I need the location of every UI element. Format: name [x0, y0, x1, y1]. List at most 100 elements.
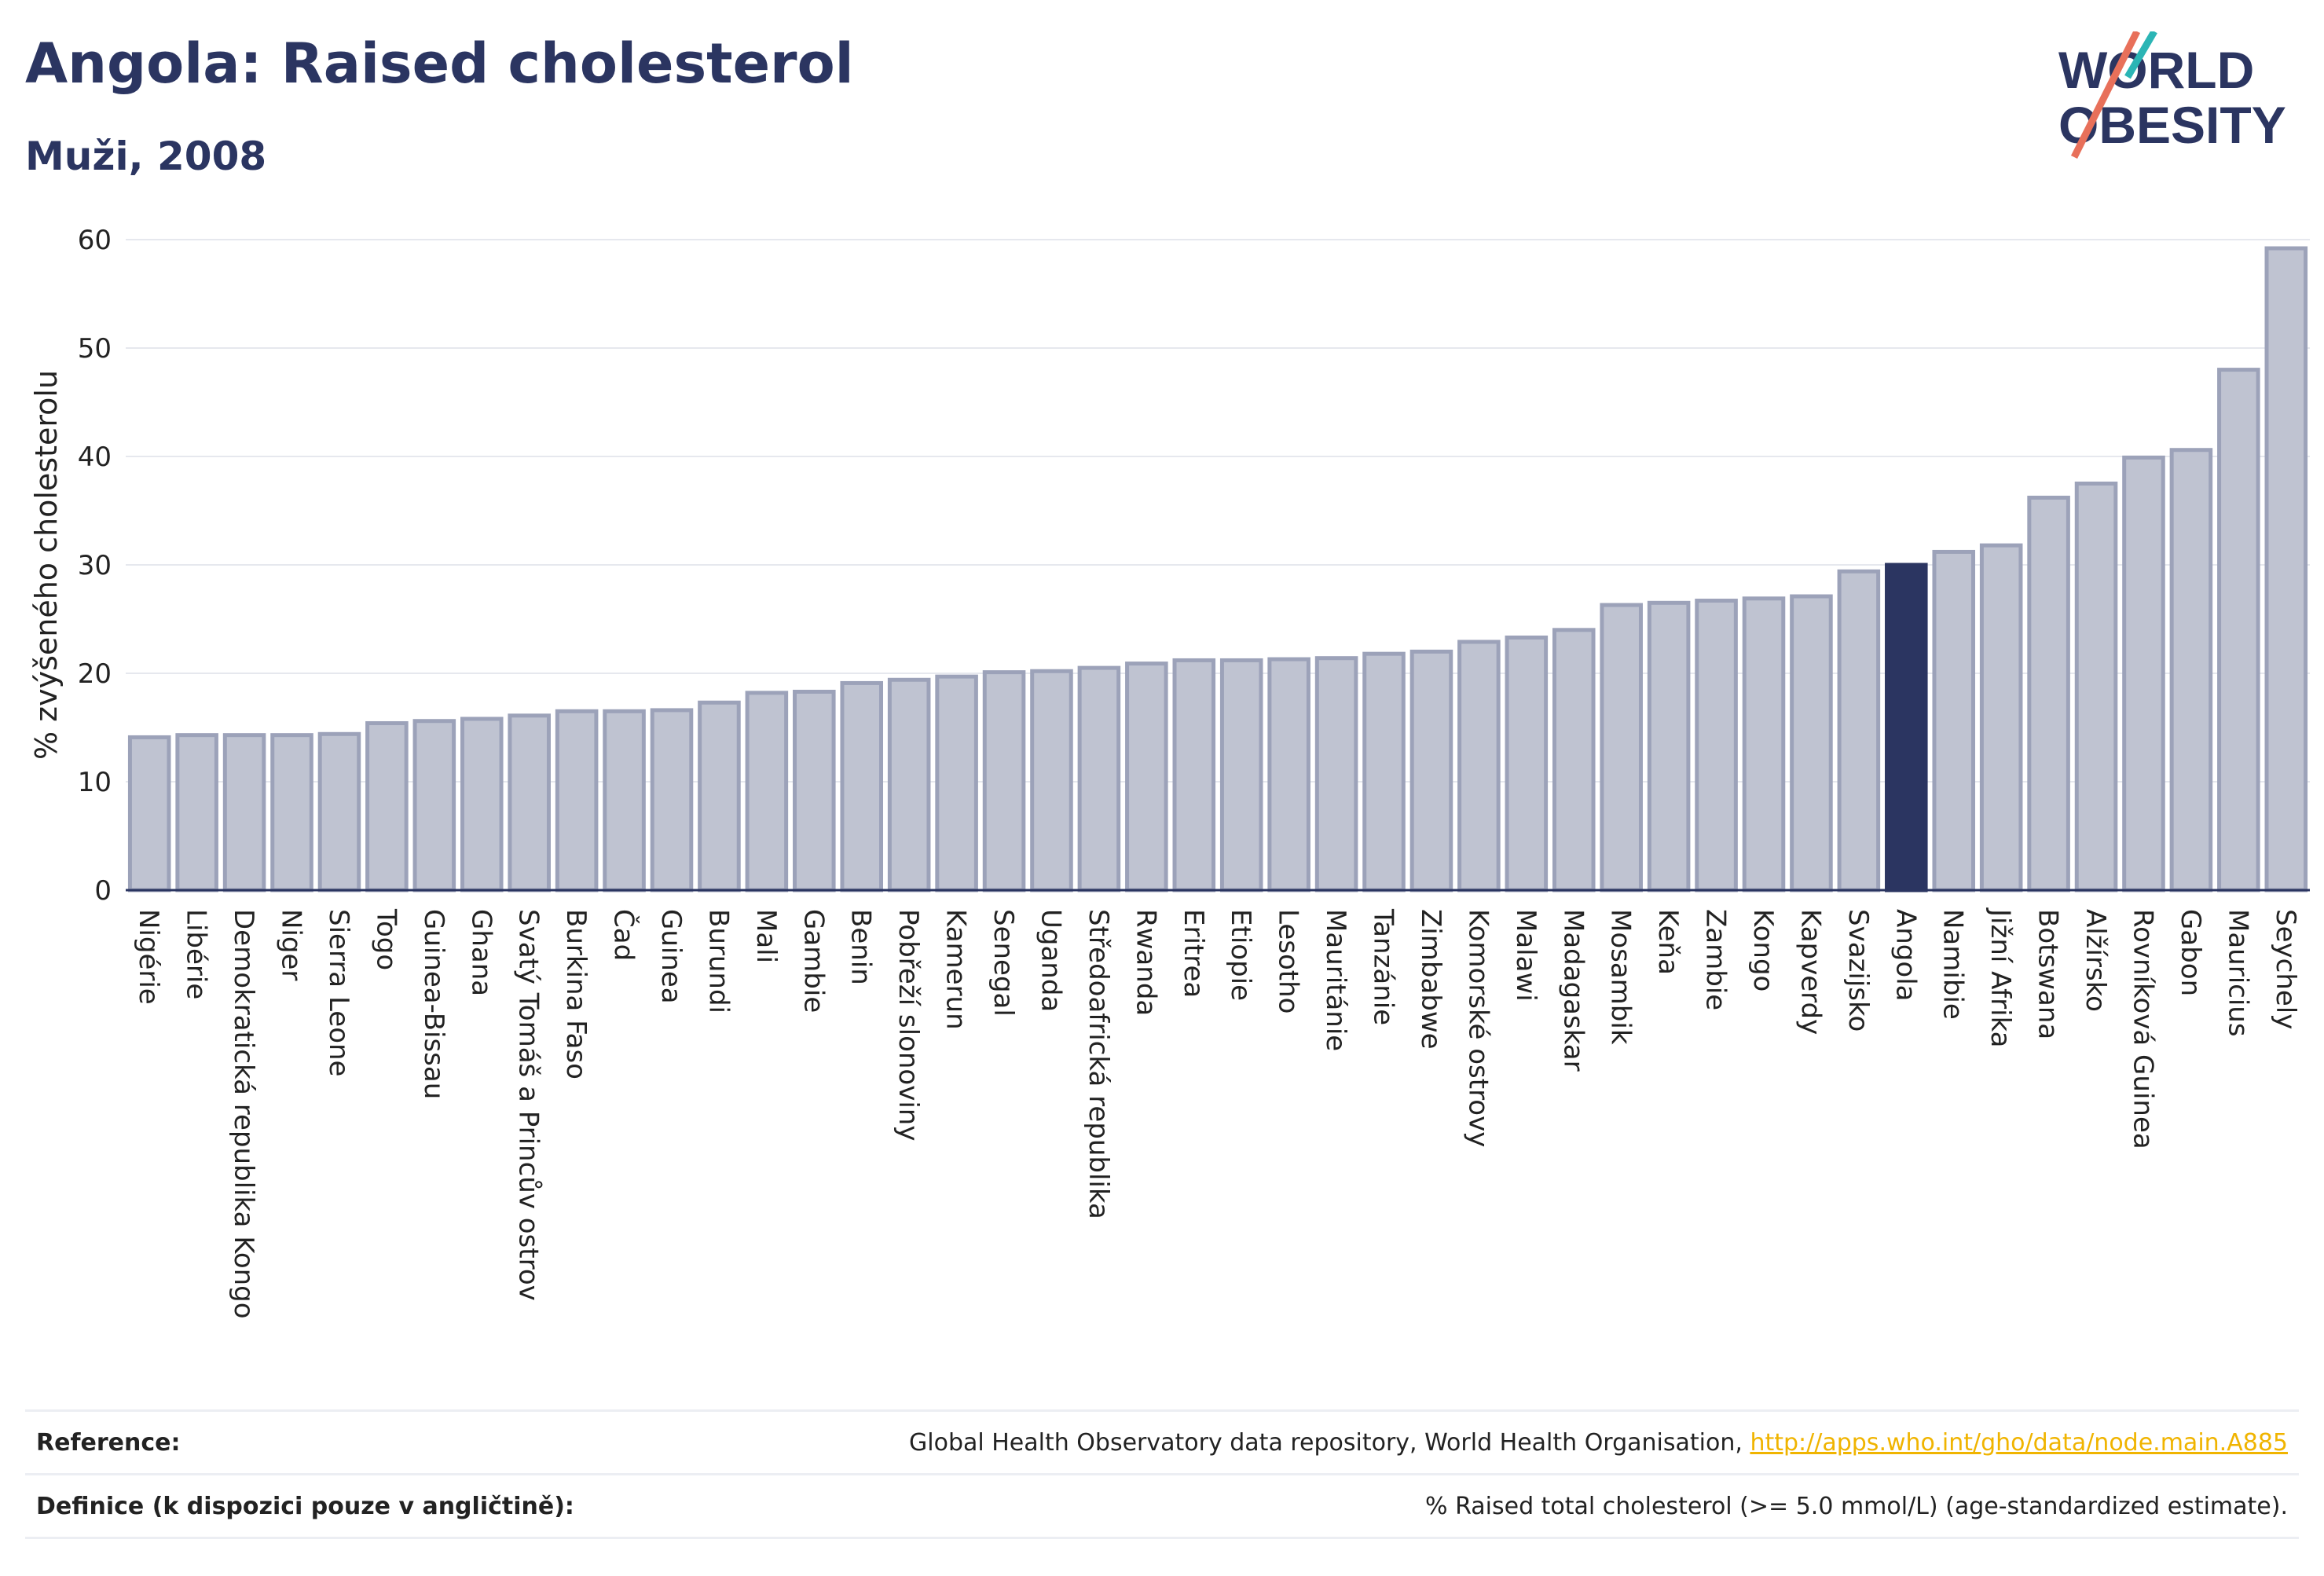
x-tick-label: Zimbabwe: [1415, 909, 1446, 1050]
x-tick-label: Botswana: [2033, 909, 2064, 1039]
bar: [1030, 669, 1073, 892]
bar: [2027, 495, 2070, 892]
x-tick-label: Burkina Faso: [560, 909, 592, 1079]
bar: [317, 731, 361, 892]
y-tick-label: 20: [78, 658, 112, 690]
bar: [745, 691, 789, 892]
x-tick-label: Mauritánie: [1320, 909, 1351, 1051]
x-tick-label: Burundi: [702, 909, 734, 1013]
bar: [555, 709, 599, 892]
x-tick-label: Zambie: [1700, 909, 1732, 1010]
bar: [1505, 635, 1549, 892]
bar: [1742, 596, 1786, 892]
footer-definition-row: Definice (k dispozici pouze v angličtině…: [25, 1473, 2299, 1539]
bar: [1125, 662, 1168, 892]
x-tick-label: Tanzánie: [1368, 908, 1399, 1025]
bar: [1267, 657, 1310, 892]
reference-label: Reference:: [36, 1428, 181, 1457]
y-tick-label: 50: [78, 333, 112, 365]
x-tick-label: Senegal: [988, 909, 1019, 1017]
x-tick-label: Guinea: [655, 909, 687, 1004]
bar: [2264, 246, 2308, 892]
bar: [650, 708, 694, 892]
bar: [460, 717, 504, 892]
bar: [982, 670, 1026, 892]
x-tick-label: Eritrea: [1178, 909, 1209, 998]
bar: [175, 733, 218, 892]
bar: [127, 735, 171, 892]
chart-title: Angola: Raised cholesterol: [25, 31, 854, 96]
bar: [222, 733, 266, 892]
bar: [603, 709, 646, 892]
x-tick-label: Svazijsko: [1842, 909, 1874, 1032]
x-tick-label: Lesotho: [1273, 909, 1304, 1013]
x-tick-label: Mosambik: [1605, 909, 1637, 1045]
y-tick-label: 30: [78, 550, 112, 581]
bar: [1457, 640, 1501, 892]
x-tick-label: Guinea-Bissau: [418, 909, 449, 1099]
x-tick-label: Nigérie: [133, 909, 164, 1005]
reference-value: Global Health Observatory data repositor…: [909, 1429, 2299, 1457]
x-tick-label: Uganda: [1035, 909, 1066, 1012]
bar: [1695, 599, 1738, 892]
bar: [1077, 665, 1121, 892]
x-tick-label: Seychely: [2270, 909, 2301, 1029]
bar: [2217, 368, 2260, 892]
x-tick-label: Pobřeží slonoviny: [893, 909, 924, 1141]
bar: [2074, 482, 2118, 892]
bar: [1790, 594, 1833, 892]
bar: [1932, 549, 1976, 892]
bar-highlighted: [1885, 563, 1928, 892]
reference-text: Global Health Observatory data repositor…: [909, 1428, 1750, 1457]
x-tick-label: Togo: [370, 908, 401, 970]
x-tick-label: Keňa: [1652, 909, 1684, 975]
chart-subtitle: Muži, 2008: [25, 134, 267, 179]
bar: [1314, 656, 1358, 892]
bar: [412, 719, 456, 892]
x-tick-label: Niger: [276, 909, 307, 980]
x-tick-label: Ghana: [465, 909, 497, 996]
bar: [1362, 651, 1406, 892]
x-tick-label: Etiopie: [1225, 909, 1256, 1001]
bar: [840, 680, 884, 892]
x-tick-label: Gabon: [2175, 909, 2206, 996]
bar: [1172, 658, 1216, 892]
bar: [1979, 543, 2023, 892]
x-tick-label: Demokratická republika Kongo: [228, 909, 259, 1319]
x-tick-label: Sierra Leone: [323, 909, 354, 1076]
bar: [1647, 600, 1691, 892]
bar: [1837, 569, 1881, 892]
bar: [1219, 658, 1263, 892]
x-tick-label: Angola: [1890, 909, 1921, 1001]
x-tick-label: Rovníková Guinea: [2127, 909, 2158, 1149]
y-tick-label: 0: [94, 875, 112, 907]
bar: [793, 689, 836, 892]
bar: [1409, 649, 1453, 892]
bar: [508, 713, 551, 892]
bar: [1552, 628, 1596, 892]
y-tick-label: 40: [78, 442, 112, 473]
y-tick-label: 60: [78, 225, 112, 256]
definition-text: % Raised total cholesterol (>= 5.0 mmol/…: [1425, 1492, 2288, 1520]
x-tick-label: Středoafrická republika: [1083, 909, 1114, 1219]
x-tick-label: Čad: [608, 909, 640, 961]
footer-reference-row: Reference: Global Health Observatory dat…: [25, 1409, 2299, 1473]
bar: [365, 720, 409, 892]
x-tick-label: Madagaskar: [1557, 909, 1589, 1072]
x-tick-label: Mauricius: [2222, 909, 2253, 1037]
bar: [2169, 448, 2213, 892]
bar: [935, 674, 978, 892]
x-tick-label: Kongo: [1747, 909, 1779, 991]
bar: [887, 677, 931, 892]
bar: [698, 700, 741, 892]
x-tick-label: Alžírsko: [2080, 909, 2111, 1012]
x-tick-label: Benin: [845, 909, 877, 985]
x-tick-label: Rwanda: [1130, 909, 1161, 1016]
definition-label: Definice (k dispozici pouze v angličtině…: [36, 1492, 574, 1520]
world-obesity-logo: WORLD OBESITY: [2058, 31, 2286, 159]
x-tick-label: Svatý Tomáš a Princův ostrov: [513, 909, 544, 1301]
bar: [1600, 603, 1643, 892]
y-axis-label: % zvýšeného cholesterolu: [29, 370, 64, 760]
reference-link[interactable]: http://apps.who.int/gho/data/node.main.A…: [1750, 1428, 2288, 1457]
bar-chart: 0 10 20 30 40 50 60 % zvýšeného cholesterolu Nig…: [29, 225, 2310, 1319]
